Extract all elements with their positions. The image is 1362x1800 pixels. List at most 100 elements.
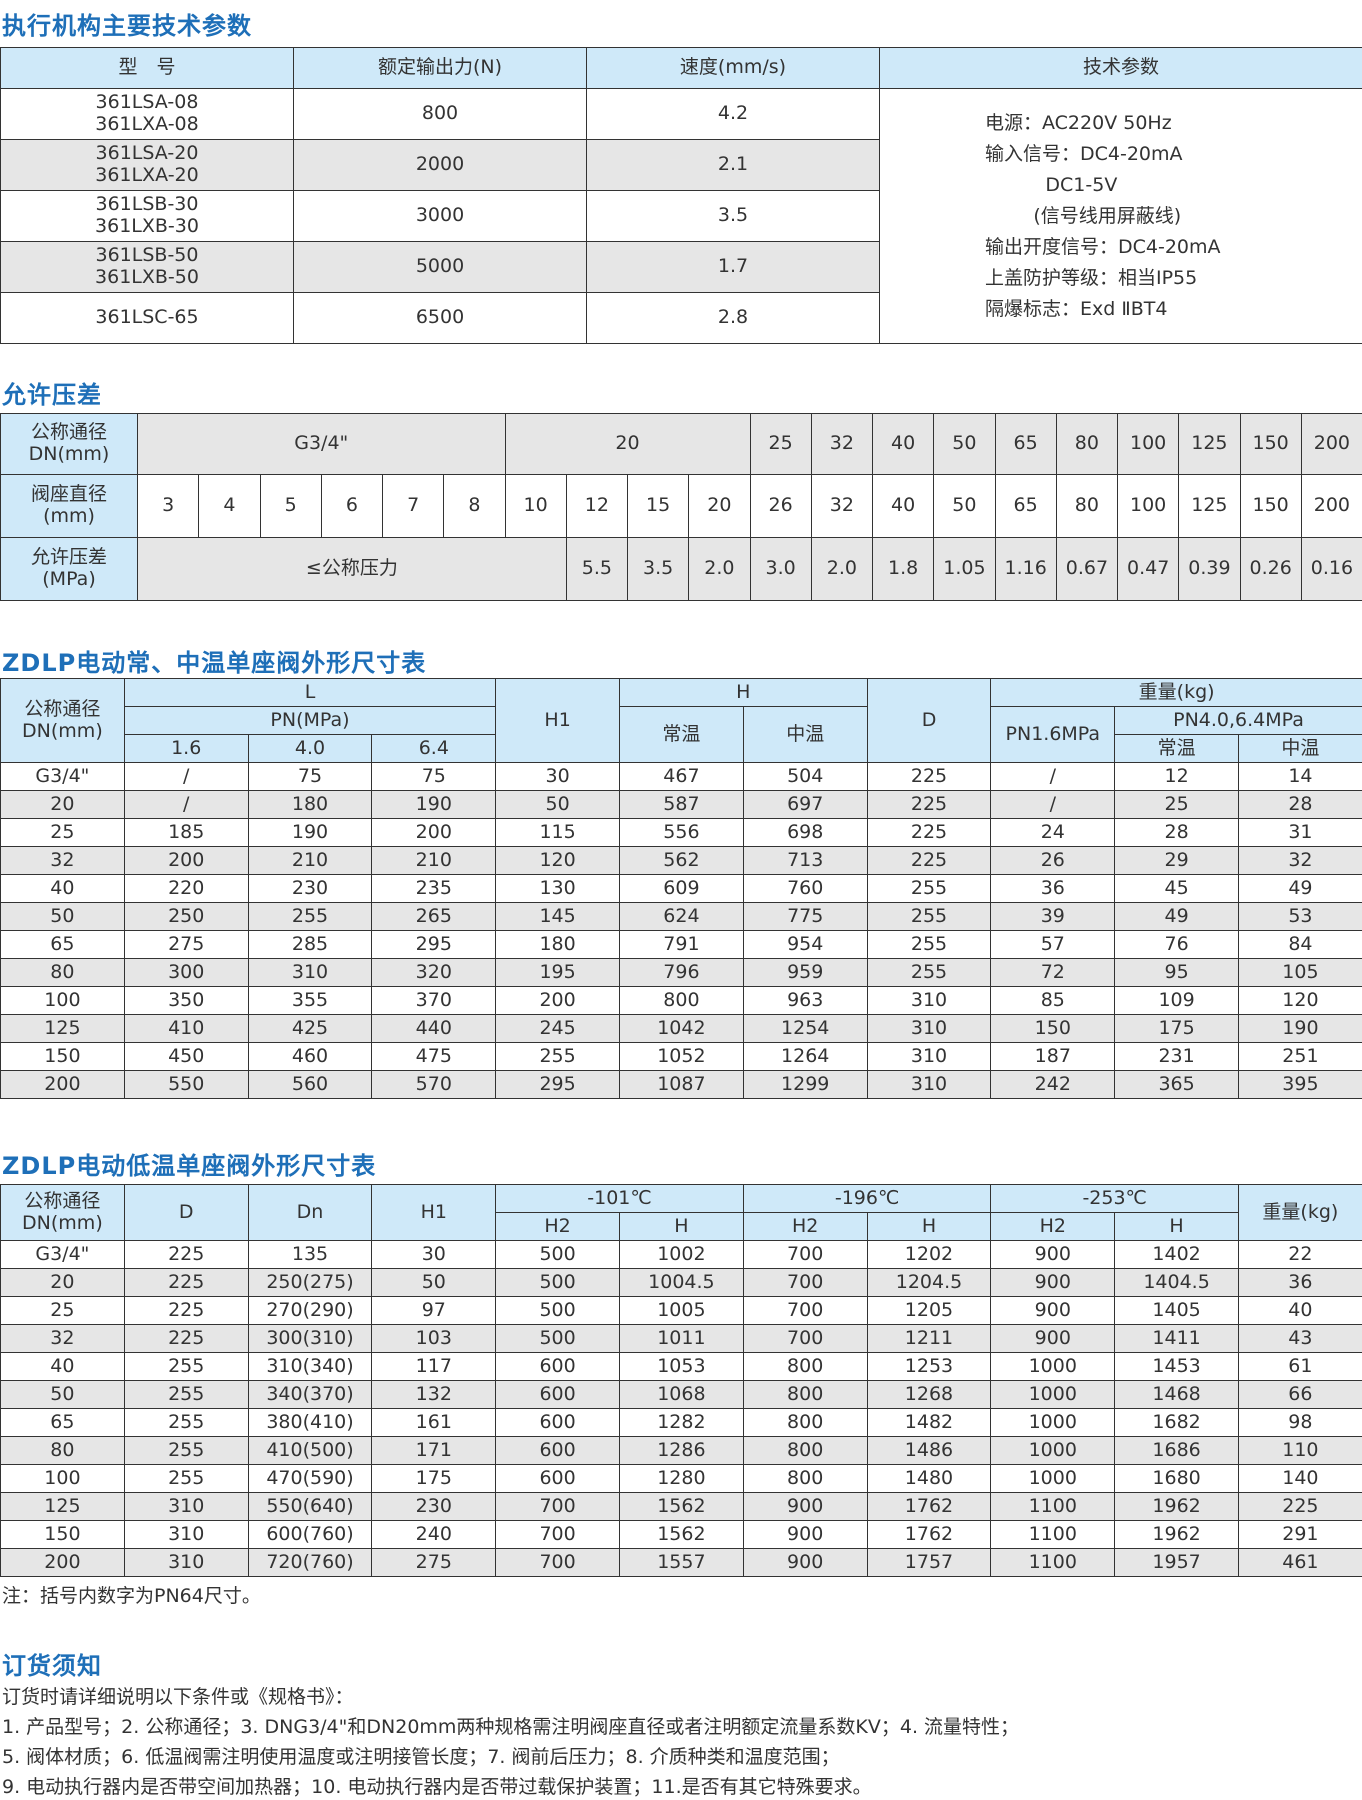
tech-param-line: 电源：AC220V 50Hz — [985, 111, 1172, 134]
seat-diameter-cell: 200 — [1300, 474, 1362, 538]
seat-diameter-cell: 26 — [749, 474, 812, 538]
table-cell: 28 — [1238, 790, 1362, 819]
force-cell: 3000 — [293, 190, 587, 242]
table-cell: 32 — [0, 1324, 125, 1353]
table-cell: 135 — [247, 1240, 373, 1269]
table-cell: 350 — [123, 986, 249, 1015]
table-cell: / — [990, 790, 1116, 819]
table-cell: 1254 — [742, 1014, 868, 1043]
table-row: 361LSB-30 361LXB-30 3000 3.5 — [0, 190, 1362, 242]
table-cell: 310 — [123, 1548, 249, 1577]
table-cell: 230 — [371, 1492, 497, 1521]
table-cell: 65 — [0, 1408, 125, 1437]
nominal-diameter-cell: 40 — [872, 413, 935, 475]
table-cell: 570 — [371, 1070, 497, 1099]
table-cell: 697 — [742, 790, 868, 819]
column-header: PN1.6MPa — [990, 706, 1116, 763]
table-cell: 1000 — [990, 1380, 1116, 1409]
tech-param-line: DC1-5V — [985, 173, 1118, 196]
table-cell: 1202 — [866, 1240, 992, 1269]
table-cell: 1000 — [990, 1352, 1116, 1381]
pressure-diff-cell: 0.39 — [1178, 537, 1241, 601]
pressure-diff-cell: 1.05 — [933, 537, 996, 601]
table-cell: 800 — [742, 1408, 868, 1437]
table-cell: 20 — [0, 1268, 125, 1297]
table-cell: 1286 — [618, 1436, 744, 1465]
table-cell: 475 — [371, 1042, 497, 1071]
ordering-line: 订货时请详细说明以下条件或《规格书》： — [2, 1686, 354, 1708]
table-cell: 1468 — [1114, 1380, 1239, 1409]
table-cell: / — [123, 790, 249, 819]
table-cell: 255 — [123, 1352, 249, 1381]
table-cell: 225 — [866, 790, 992, 819]
column-header: H2 — [990, 1212, 1116, 1241]
table-cell: 22 — [1237, 1240, 1362, 1269]
table-cell: 1253 — [866, 1352, 992, 1381]
table-row: 允许压差 (MPa) ≤公称压力 5.5 3.5 2.0 3.0 2.0 1.8 1.05 1.16… — [0, 537, 1362, 601]
nominal-diameter-cell: 150 — [1239, 413, 1302, 475]
table-cell: 270(290) — [247, 1296, 373, 1325]
table-cell: 225 — [123, 1268, 249, 1297]
table-cell: 587 — [619, 790, 744, 819]
pressure-diff-cell: 0.16 — [1300, 537, 1362, 601]
table-row: 150 450 460 475 255 1052 1264 310 187 231 251 — [0, 1042, 1362, 1071]
table-cell: 355 — [247, 986, 373, 1015]
table-cell: 1100 — [990, 1548, 1116, 1577]
table-cell: 161 — [371, 1408, 497, 1437]
nominal-diameter-cell: 65 — [994, 413, 1057, 475]
column-header: -101℃ — [495, 1184, 744, 1213]
table-cell: 230 — [247, 874, 373, 903]
table-cell: 12 — [1114, 762, 1239, 791]
table-cell: 84 — [1238, 930, 1362, 959]
table-cell: 1042 — [619, 1014, 744, 1043]
table-cell: 120 — [1238, 986, 1362, 1015]
nominal-diameter-cell: G3/4" — [137, 413, 506, 475]
table-cell: 1000 — [990, 1436, 1116, 1465]
table-cell: 1757 — [866, 1548, 992, 1577]
table-cell: 900 — [990, 1268, 1116, 1297]
table-cell: 255 — [866, 930, 992, 959]
table-cell: 1957 — [1114, 1548, 1239, 1577]
table-cell: 1011 — [618, 1324, 744, 1353]
table-cell: 720(760) — [247, 1548, 373, 1577]
normal-temp-dimension-table: 公称通径 DN(mm) L H1 H D 重量(kg) PN(MPa) 常温 中温 PN1.6MPa… — [0, 678, 1362, 1099]
table-cell: 1762 — [866, 1520, 992, 1549]
table-row: 65 255 380(410) 161 600 1282 800 1482 1000 1682 98 — [0, 1408, 1362, 1437]
table-cell: 370 — [371, 986, 497, 1015]
table-cell: 225 — [1237, 1492, 1362, 1521]
table-cell: 800 — [742, 1380, 868, 1409]
table-cell: 600 — [495, 1380, 620, 1409]
table-cell: 1211 — [866, 1324, 992, 1353]
table-cell: 20 — [0, 790, 125, 819]
table-row: 公称通径 DN(mm) L H1 H D 重量(kg) — [0, 678, 1362, 763]
table-row: 32 200 210 210 120 562 713 225 26 29 32 — [0, 846, 1362, 875]
table-cell: 796 — [619, 958, 744, 987]
table-cell: 210 — [247, 846, 373, 875]
table-cell: 275 — [371, 1548, 497, 1577]
table-cell: 180 — [247, 790, 373, 819]
seat-diameter-cell: 6 — [320, 474, 384, 538]
column-header: H — [1114, 1212, 1239, 1241]
table-cell: 175 — [1114, 1014, 1239, 1043]
table-cell: 231 — [1114, 1042, 1239, 1071]
table-row: 200 550 560 570 295 1087 1299 310 242 365 395 — [0, 1070, 1362, 1099]
table-cell: 43 — [1237, 1324, 1362, 1353]
ordering-line: 9. 电动执行器内是否带空间加热器；10. 电动执行器内是否带过载保护装置；11… — [2, 1776, 872, 1798]
table-cell: 14 — [1238, 762, 1362, 791]
table-cell: 39 — [990, 902, 1116, 931]
table-cell: 1087 — [619, 1070, 744, 1099]
force-cell: 5000 — [293, 241, 587, 293]
table-cell: 150 — [0, 1042, 125, 1071]
table-cell: 1486 — [866, 1436, 992, 1465]
table-cell: 145 — [495, 902, 620, 931]
model-cell: 361LSB-30 361LXB-30 — [0, 190, 294, 242]
column-header: H2 — [742, 1212, 868, 1241]
table-cell: 24 — [990, 818, 1116, 847]
table-cell: 295 — [371, 930, 497, 959]
table-cell: 50 — [495, 790, 620, 819]
table-cell: 49 — [1114, 902, 1239, 931]
pressure-diff-cell: 3.0 — [749, 537, 812, 601]
tech-params-cell: 电源：AC220V 50Hz 输入信号：DC4-20mA DC1-5V (信号线用… — [879, 88, 1362, 344]
section-title-normal-temp: ZDLP电动常、中温单座阀外形尺寸表 — [2, 649, 427, 677]
column-header: D — [866, 678, 992, 763]
